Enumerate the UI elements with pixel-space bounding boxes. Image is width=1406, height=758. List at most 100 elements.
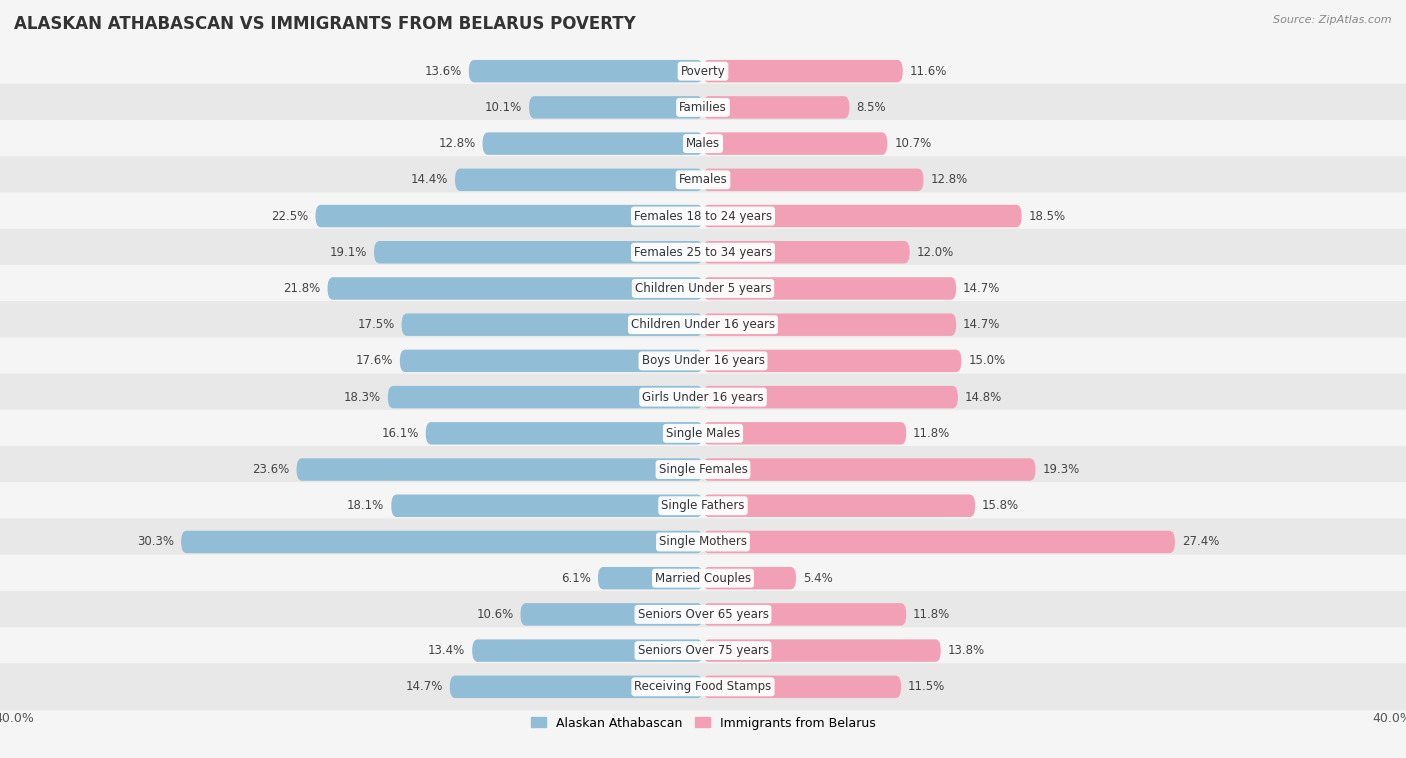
Text: 11.5%: 11.5% — [908, 681, 945, 694]
Text: 27.4%: 27.4% — [1182, 535, 1219, 549]
Text: 18.5%: 18.5% — [1029, 209, 1066, 223]
Text: 15.0%: 15.0% — [969, 355, 1005, 368]
Text: 12.8%: 12.8% — [439, 137, 475, 150]
Text: 10.6%: 10.6% — [477, 608, 513, 621]
FancyBboxPatch shape — [0, 374, 1406, 421]
FancyBboxPatch shape — [0, 265, 1406, 312]
Text: 8.5%: 8.5% — [856, 101, 886, 114]
FancyBboxPatch shape — [703, 241, 910, 264]
Text: 14.8%: 14.8% — [965, 390, 1002, 403]
FancyBboxPatch shape — [0, 627, 1406, 674]
FancyBboxPatch shape — [703, 314, 956, 336]
Text: 11.8%: 11.8% — [912, 427, 950, 440]
FancyBboxPatch shape — [0, 410, 1406, 457]
Text: 12.0%: 12.0% — [917, 246, 953, 258]
FancyBboxPatch shape — [0, 193, 1406, 240]
Text: 22.5%: 22.5% — [271, 209, 308, 223]
Text: 30.3%: 30.3% — [138, 535, 174, 549]
FancyBboxPatch shape — [703, 205, 1022, 227]
FancyBboxPatch shape — [328, 277, 703, 299]
Text: 13.6%: 13.6% — [425, 64, 461, 77]
Text: 18.3%: 18.3% — [344, 390, 381, 403]
Text: Receiving Food Stamps: Receiving Food Stamps — [634, 681, 772, 694]
FancyBboxPatch shape — [703, 168, 924, 191]
FancyBboxPatch shape — [703, 567, 796, 590]
Text: 14.7%: 14.7% — [963, 318, 1001, 331]
Text: 6.1%: 6.1% — [561, 572, 591, 584]
FancyBboxPatch shape — [0, 120, 1406, 168]
Text: ALASKAN ATHABASCAN VS IMMIGRANTS FROM BELARUS POVERTY: ALASKAN ATHABASCAN VS IMMIGRANTS FROM BE… — [14, 15, 636, 33]
Text: 21.8%: 21.8% — [284, 282, 321, 295]
Text: 11.6%: 11.6% — [910, 64, 948, 77]
Text: 13.4%: 13.4% — [427, 644, 465, 657]
FancyBboxPatch shape — [315, 205, 703, 227]
Text: Married Couples: Married Couples — [655, 572, 751, 584]
Text: 17.6%: 17.6% — [356, 355, 392, 368]
FancyBboxPatch shape — [0, 229, 1406, 276]
Text: Children Under 5 years: Children Under 5 years — [634, 282, 772, 295]
FancyBboxPatch shape — [703, 459, 1035, 481]
Text: 15.8%: 15.8% — [981, 500, 1019, 512]
Text: 17.5%: 17.5% — [357, 318, 395, 331]
FancyBboxPatch shape — [703, 386, 957, 409]
Text: Single Males: Single Males — [666, 427, 740, 440]
Text: Females 25 to 34 years: Females 25 to 34 years — [634, 246, 772, 258]
Text: Seniors Over 75 years: Seniors Over 75 years — [637, 644, 769, 657]
FancyBboxPatch shape — [297, 459, 703, 481]
FancyBboxPatch shape — [0, 555, 1406, 602]
Text: Males: Males — [686, 137, 720, 150]
FancyBboxPatch shape — [0, 482, 1406, 529]
Text: 10.7%: 10.7% — [894, 137, 931, 150]
FancyBboxPatch shape — [703, 349, 962, 372]
Text: 19.3%: 19.3% — [1042, 463, 1080, 476]
Text: 11.8%: 11.8% — [912, 608, 950, 621]
FancyBboxPatch shape — [520, 603, 703, 625]
FancyBboxPatch shape — [181, 531, 703, 553]
FancyBboxPatch shape — [399, 349, 703, 372]
FancyBboxPatch shape — [0, 337, 1406, 384]
Text: Girls Under 16 years: Girls Under 16 years — [643, 390, 763, 403]
Text: Seniors Over 65 years: Seniors Over 65 years — [637, 608, 769, 621]
FancyBboxPatch shape — [703, 96, 849, 118]
Text: Poverty: Poverty — [681, 64, 725, 77]
FancyBboxPatch shape — [529, 96, 703, 118]
FancyBboxPatch shape — [703, 60, 903, 83]
FancyBboxPatch shape — [0, 156, 1406, 203]
Text: 13.8%: 13.8% — [948, 644, 984, 657]
FancyBboxPatch shape — [0, 301, 1406, 348]
Text: Females 18 to 24 years: Females 18 to 24 years — [634, 209, 772, 223]
FancyBboxPatch shape — [450, 675, 703, 698]
FancyBboxPatch shape — [0, 663, 1406, 710]
FancyBboxPatch shape — [0, 48, 1406, 95]
FancyBboxPatch shape — [391, 494, 703, 517]
Text: 16.1%: 16.1% — [381, 427, 419, 440]
FancyBboxPatch shape — [0, 591, 1406, 638]
FancyBboxPatch shape — [703, 422, 907, 444]
Text: Single Fathers: Single Fathers — [661, 500, 745, 512]
FancyBboxPatch shape — [0, 84, 1406, 131]
Text: 23.6%: 23.6% — [253, 463, 290, 476]
Text: 18.1%: 18.1% — [347, 500, 384, 512]
Text: Females: Females — [679, 174, 727, 186]
Text: Children Under 16 years: Children Under 16 years — [631, 318, 775, 331]
FancyBboxPatch shape — [703, 603, 907, 625]
Text: 14.7%: 14.7% — [963, 282, 1001, 295]
FancyBboxPatch shape — [598, 567, 703, 590]
FancyBboxPatch shape — [426, 422, 703, 444]
FancyBboxPatch shape — [388, 386, 703, 409]
Text: 12.8%: 12.8% — [931, 174, 967, 186]
FancyBboxPatch shape — [703, 277, 956, 299]
Text: Families: Families — [679, 101, 727, 114]
FancyBboxPatch shape — [0, 518, 1406, 565]
Text: Single Females: Single Females — [658, 463, 748, 476]
FancyBboxPatch shape — [703, 675, 901, 698]
FancyBboxPatch shape — [456, 168, 703, 191]
FancyBboxPatch shape — [703, 494, 976, 517]
FancyBboxPatch shape — [402, 314, 703, 336]
FancyBboxPatch shape — [703, 640, 941, 662]
Text: Boys Under 16 years: Boys Under 16 years — [641, 355, 765, 368]
FancyBboxPatch shape — [374, 241, 703, 264]
FancyBboxPatch shape — [468, 60, 703, 83]
Text: Single Mothers: Single Mothers — [659, 535, 747, 549]
FancyBboxPatch shape — [0, 446, 1406, 493]
